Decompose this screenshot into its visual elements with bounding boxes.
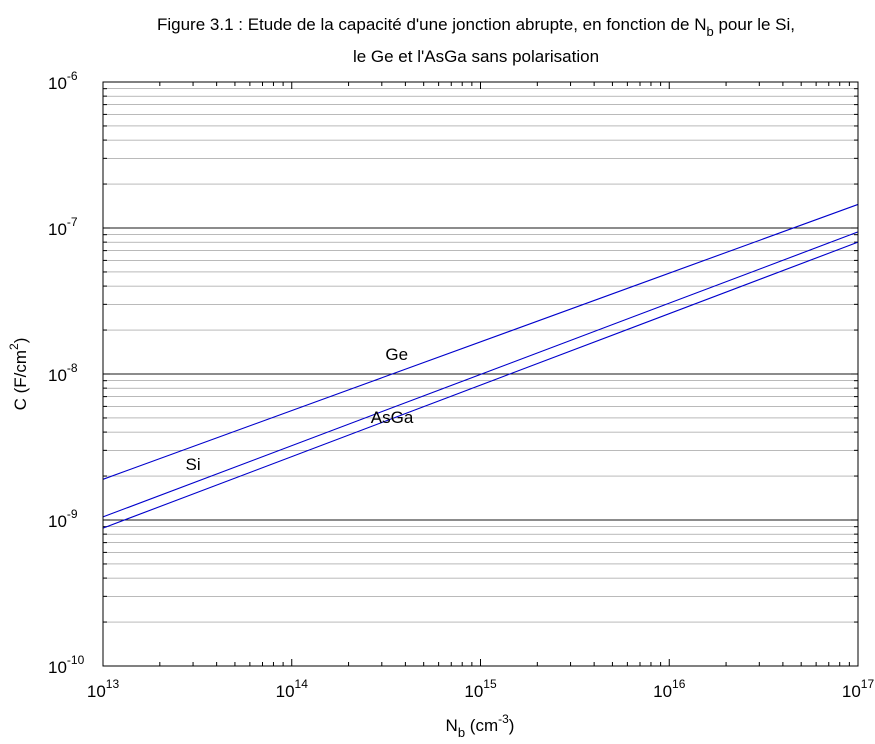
annotation-si: Si bbox=[185, 455, 200, 474]
plot-frame bbox=[102, 81, 859, 667]
series-line-si bbox=[102, 231, 859, 518]
chart-title: Figure 3.1 : Etude de la capacité d'une … bbox=[157, 15, 795, 66]
x-tick-label: 1017 bbox=[842, 677, 875, 701]
x-tick-label: 1014 bbox=[276, 677, 309, 701]
series-lines bbox=[102, 203, 859, 529]
y-tick-label: 10-7 bbox=[48, 215, 78, 239]
x-tick-label: 1013 bbox=[87, 677, 120, 701]
y-tick-label: 10-6 bbox=[48, 69, 78, 93]
y-tick-label: 10-10 bbox=[48, 653, 85, 677]
annotation-ge: Ge bbox=[385, 345, 408, 364]
title-line-1: Figure 3.1 : Etude de la capacité d'une … bbox=[157, 15, 795, 39]
x-axis-label: Nb (cm-3) bbox=[446, 712, 515, 740]
axis-ticks bbox=[102, 82, 858, 667]
series-line-asga bbox=[102, 241, 859, 529]
x-tick-labels: 1013 1014 1015 1016 1017 bbox=[87, 677, 875, 701]
y-tick-label: 10-9 bbox=[48, 507, 78, 531]
x-tick-label: 1016 bbox=[653, 677, 686, 701]
title-line-2: le Ge et l'AsGa sans polarisation bbox=[353, 47, 599, 66]
series-annotations: Ge Si AsGa bbox=[185, 345, 413, 474]
annotation-asga: AsGa bbox=[371, 408, 414, 427]
y-tick-label: 10-8 bbox=[48, 361, 78, 385]
x-tick-label: 1015 bbox=[464, 677, 497, 701]
series-line-ge bbox=[102, 203, 859, 480]
y-axis-label: C (F/cm2) bbox=[7, 338, 30, 411]
y-tick-labels: 10-10 10-9 10-8 10-7 10-6 bbox=[48, 69, 85, 677]
